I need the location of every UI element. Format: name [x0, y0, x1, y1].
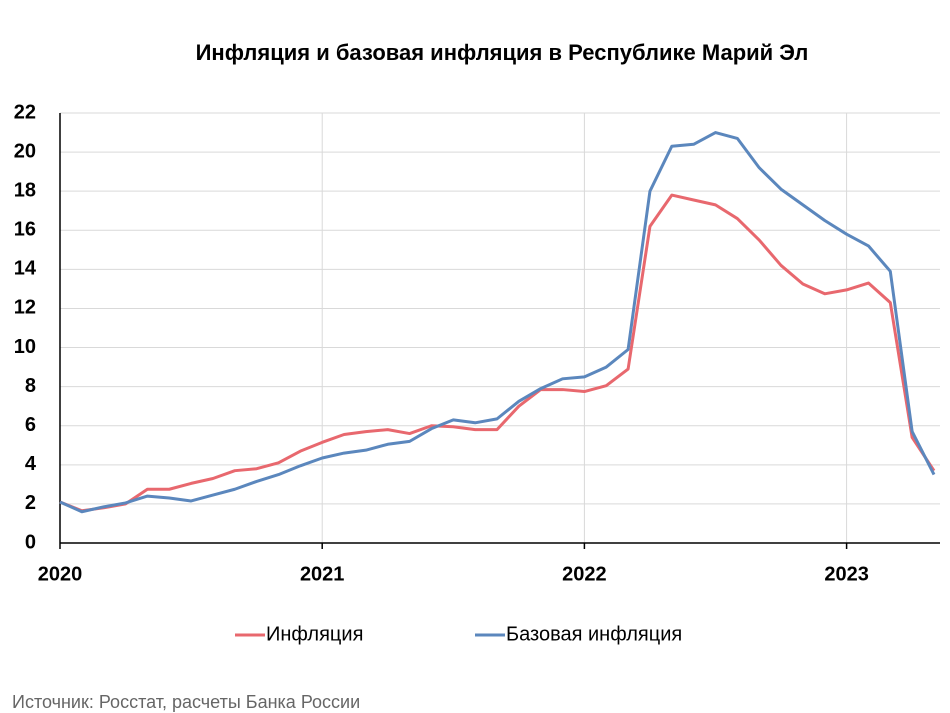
- x-tick-label: 2020: [38, 563, 83, 585]
- y-tick-label: 20: [14, 140, 36, 162]
- y-tick-label: 22: [14, 101, 36, 123]
- legend-label: Инфляция: [266, 623, 363, 645]
- y-tick-label: 12: [14, 297, 36, 319]
- source: Источник: Росстат, расчеты Банка России: [12, 692, 360, 712]
- y-tick-label: 6: [25, 414, 36, 436]
- y-tick-label: 2: [25, 492, 36, 514]
- x-tick-label: 2021: [300, 563, 345, 585]
- y-tick-label: 8: [25, 375, 36, 397]
- y-tick-label: 0: [25, 531, 36, 553]
- y-tick-label: 10: [14, 336, 36, 358]
- y-tick-label: 16: [14, 219, 36, 241]
- y-tick-label: 14: [14, 258, 37, 280]
- x-tick-label: 2022: [562, 563, 607, 585]
- y-tick-label: 4: [25, 453, 37, 475]
- x-tick-label: 2023: [824, 563, 869, 585]
- chart-title: Инфляция и базовая инфляция в Республике…: [196, 40, 809, 65]
- line-series: [59, 131, 936, 514]
- line-series: [59, 193, 936, 513]
- legend-label: Базовая инфляция: [506, 623, 682, 645]
- y-tick-label: 18: [14, 179, 36, 201]
